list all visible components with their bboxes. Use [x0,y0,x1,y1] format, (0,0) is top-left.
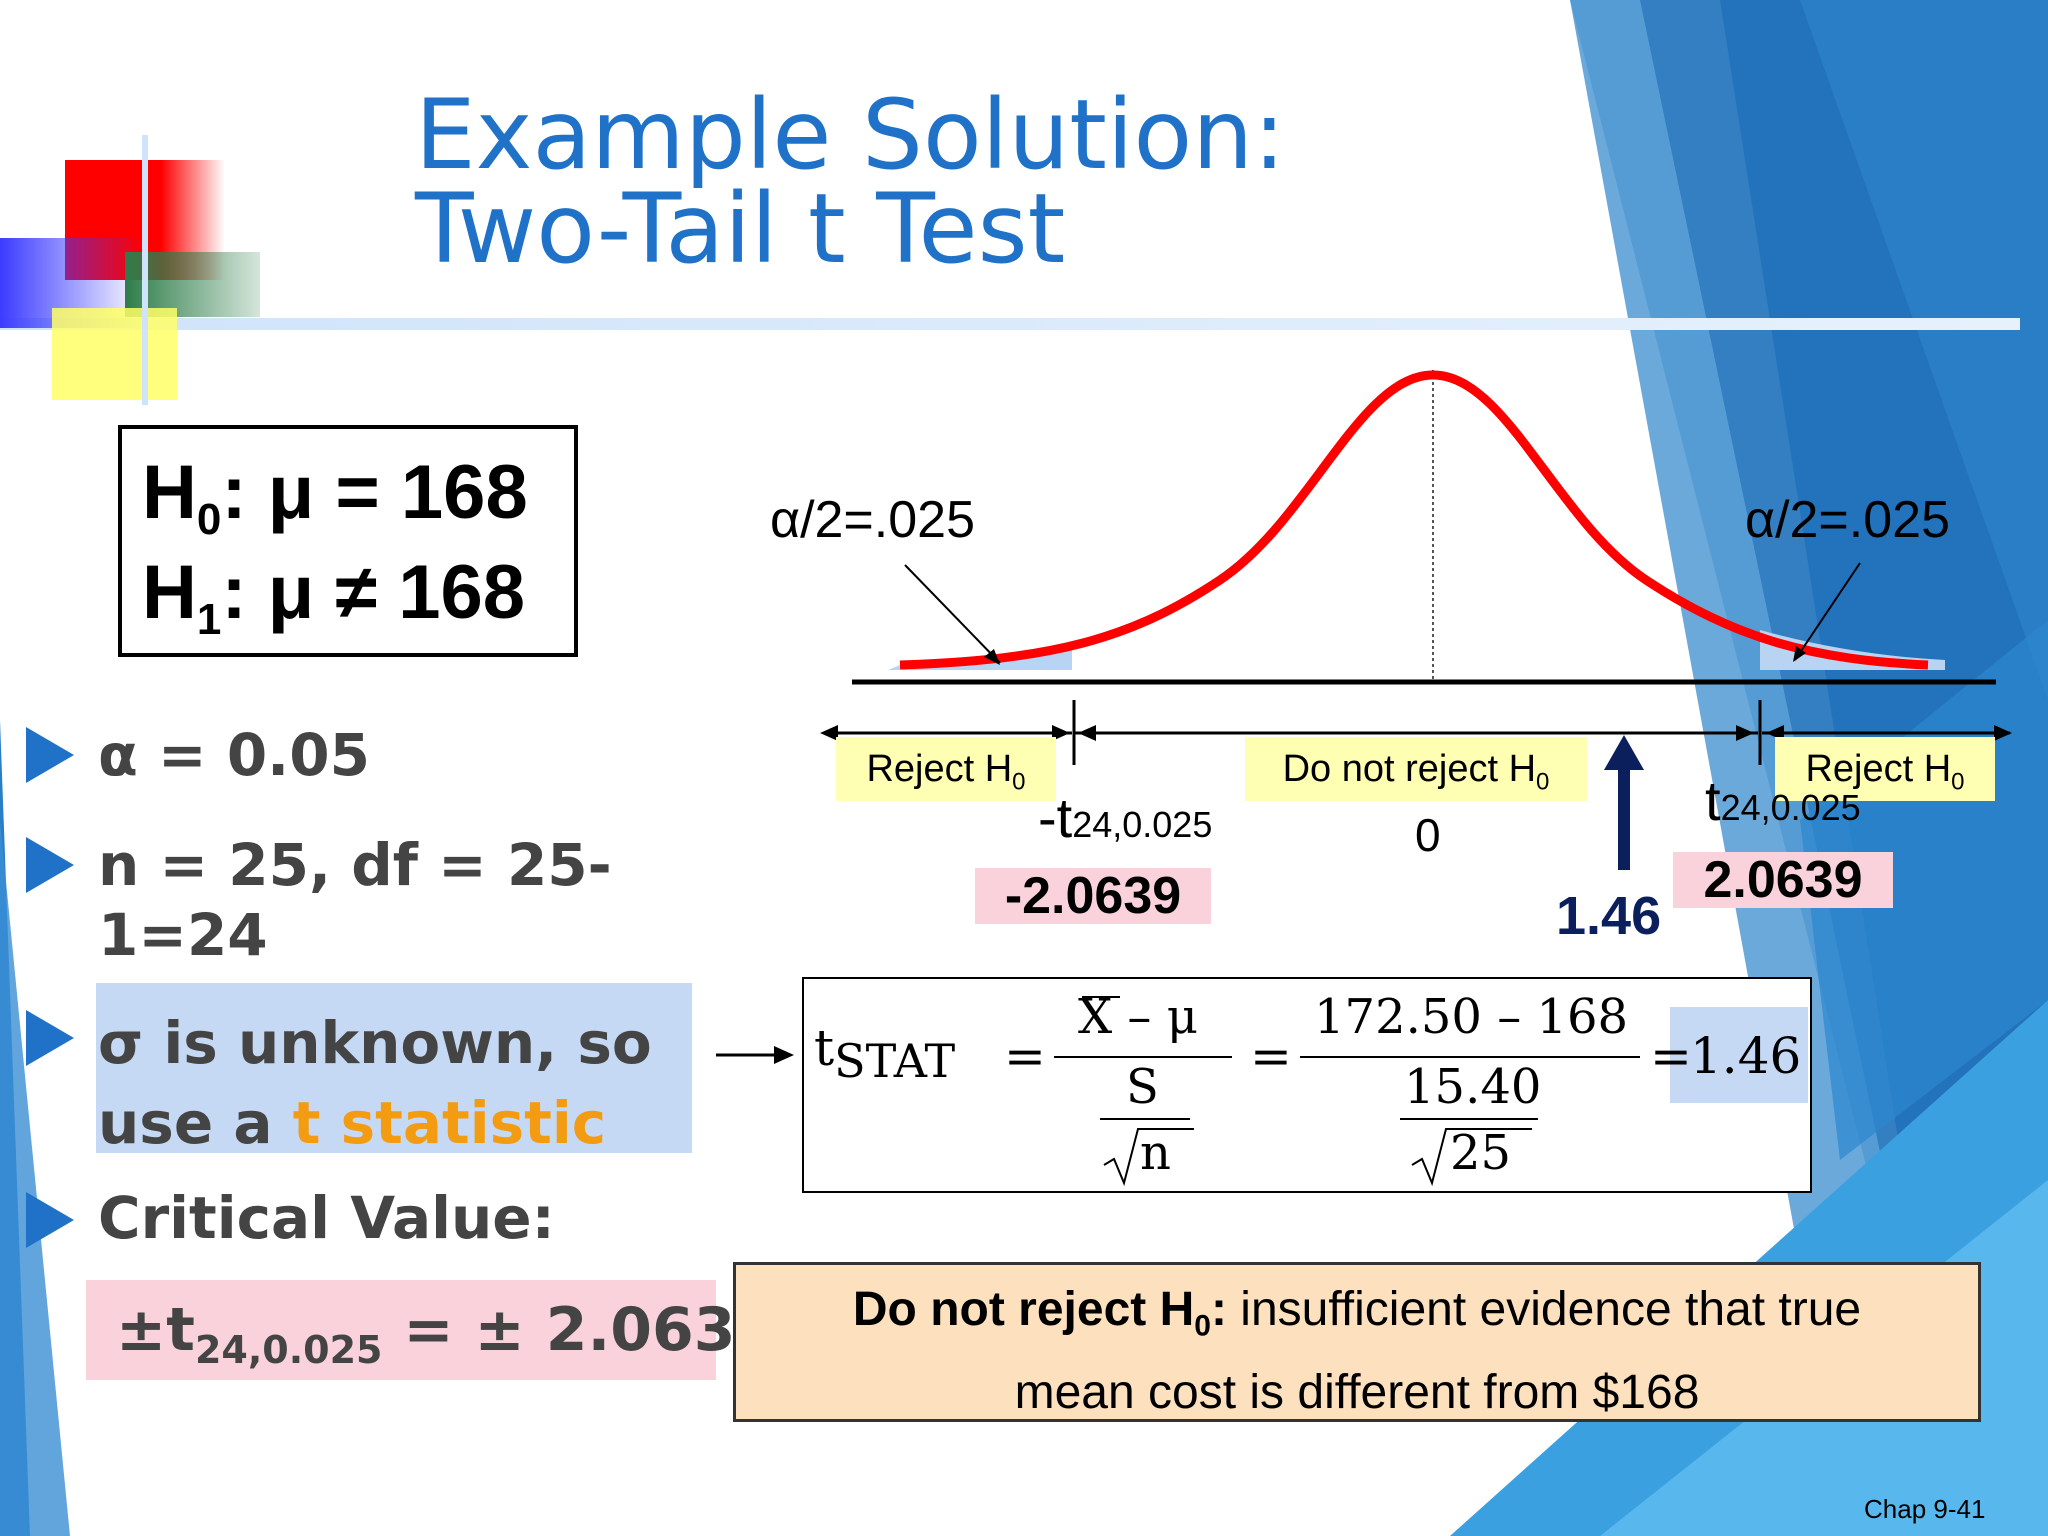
tstat-arrow-shaft [1618,760,1630,870]
sample-size-bullet: n = 25, df = 25- 1=24 [98,831,612,969]
denominator-value: 15.40 [1404,1059,1542,1115]
do-not-reject-label: Do not reject H0 [1245,737,1587,801]
pos-critical-value: 2.0639 [1673,852,1893,908]
tstat-arrow-icon [1604,735,1644,770]
numerator-value: 172.50 – 168 [1314,989,1629,1045]
logo-yellow-square [52,308,177,400]
bullet-arrow-icon [26,837,74,893]
sigma-bullet: σ is unknown, so use a t statistic [98,1009,652,1157]
slide-number: Chap 9-41 [1864,1494,1986,1524]
eq-sign-2: = [1250,1027,1292,1085]
neg-critical-value: -2.0639 [975,868,1211,924]
null-hypothesis: H0: μ = 168 [142,450,528,545]
t-distribution-diagram [820,370,2012,870]
right-arrow-icon [716,1046,794,1064]
eq-sign-3: = [1650,1027,1692,1085]
eq-sign-1: = [1004,1027,1046,1085]
critical-value-box [86,1280,716,1380]
bullet-arrow-icon [26,727,74,783]
alternative-hypothesis: H1: μ ≠ 168 [142,550,526,645]
pos-t-label: t24,0.025 [1705,769,1861,832]
alpha-right-label: α/2=.025 [1745,491,1951,549]
bullet-arrow-icon [26,1010,74,1066]
sqrt-25: 25 [1450,1125,1512,1181]
tstat-symbol: tSTAT [814,1019,956,1088]
t-distribution-curve [899,370,1929,670]
reject-right-label: Reject H0 [1775,737,1995,801]
critical-value-bullet: Critical Value: [98,1184,555,1252]
neg-t-label: -t24,0.025 [1038,786,1213,849]
critical-value-text: ±t24,0.025 = ± 2.0634 [116,1295,778,1372]
hypotheses-box: H0: μ = 168 H1: μ ≠ 168 [118,425,578,657]
conclusion-box: Do not reject H0: insufficient evidence … [733,1262,1981,1422]
title-line-2: Two-Tail t Test [415,173,1066,285]
reject-left-label: Reject H0 [836,737,1056,801]
sigma-highlight [96,983,692,1153]
tstat-result: 1.46 [1690,1027,1802,1085]
tstat-value-label: 1.46 [1556,886,1662,946]
alpha-bullet: α = 0.05 [98,721,370,789]
s-symbol: S [1126,1059,1159,1115]
xbar-minus-mu: X – μ [1078,989,1198,1045]
tstat-formula-box: tSTAT = X – μ S n = 172.50 – 168 15.40 2… [802,977,1812,1193]
alpha-left-label: α/2=.025 [770,491,976,549]
page-title: Example Solution: Two-Tail t Test [415,79,1286,285]
zero-label: 0 [1415,809,1441,861]
sqrt-n: n [1140,1125,1171,1181]
bullet-arrow-icon [26,1192,74,1248]
title-line-1: Example Solution: [415,79,1286,191]
